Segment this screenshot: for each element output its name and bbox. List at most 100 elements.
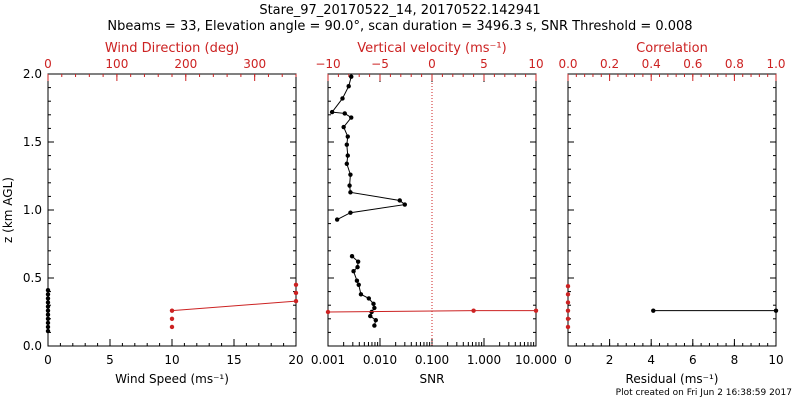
correlation-point <box>565 308 571 313</box>
x-axis-label-top: Vertical velocity (ms⁻¹) <box>357 41 506 56</box>
snr-point <box>345 153 350 158</box>
top-tick-label: 0.8 <box>725 57 744 71</box>
panel-residual-correlation: 0 2 4 6 8 10 Residual (ms⁻¹) 0.0 0.2 0.4 0.6 0.8 1.0… <box>558 41 785 386</box>
wind-direction-line <box>171 300 297 312</box>
snr-point <box>349 115 354 120</box>
x-tick-label: 10.000 <box>515 353 557 367</box>
snr-point <box>397 198 402 203</box>
wind-speed-point <box>45 292 51 297</box>
top-tick-label: 0.2 <box>600 57 619 71</box>
y-axis-label: z (km AGL) <box>1 177 15 243</box>
correlation-point <box>565 283 571 289</box>
x-tick-label: 4 <box>647 353 655 367</box>
top-tick-label: 100 <box>105 57 128 71</box>
wind-speed-point <box>45 300 51 305</box>
correlation-point <box>565 300 571 305</box>
x-tick-label: 0 <box>44 353 52 367</box>
snr-lower--point <box>355 259 361 264</box>
x-tick-label: 0.001 <box>311 353 345 367</box>
residual-point <box>773 308 779 313</box>
correlation-point <box>565 324 571 330</box>
right-plot-frame <box>567 73 777 347</box>
snr-point <box>349 74 354 79</box>
y-tick-label: 0.0 <box>23 339 42 353</box>
x-tick-label: 2 <box>606 353 614 367</box>
snr-point <box>342 111 347 116</box>
snr-lower--point <box>368 313 373 319</box>
x-axis-label-bottom: Wind Speed (ms⁻¹) <box>115 372 229 386</box>
x-axis-label-bottom: SNR <box>420 372 445 386</box>
snr-lower--point <box>354 278 360 283</box>
panel-wind: 0.0 0.5 1.0 1.5 2.0 z (km AGL) 0 5 10 15 20 Wind Sp… <box>1 41 304 386</box>
snr-lower--point <box>372 323 377 328</box>
wind-direction-edge--point <box>293 290 299 296</box>
snr-point <box>344 161 350 166</box>
top-tick-label: 0 <box>44 57 52 71</box>
snr-point <box>347 183 352 188</box>
x-tick-label: 20 <box>288 353 303 367</box>
x-tick-label: 0 <box>564 353 572 367</box>
x-tick-label: 10 <box>768 353 783 367</box>
wind-speed-point <box>45 308 51 313</box>
snr-point <box>346 84 351 89</box>
y-tick-label: 0.5 <box>23 271 42 285</box>
snr-lower--point <box>349 254 355 259</box>
snr-point <box>329 109 335 115</box>
wind-speed-point <box>45 316 51 321</box>
vertical-velocity-point <box>325 309 331 315</box>
snr-point <box>402 202 408 207</box>
snr-point <box>344 142 350 147</box>
x-axis-label-top: Correlation <box>636 41 708 56</box>
x-tick-label: 5 <box>106 353 114 367</box>
snr-point <box>341 124 346 130</box>
top-tick-label: 10 <box>528 57 543 71</box>
x-tick-label: 1.000 <box>467 353 501 367</box>
wind-speed-point <box>45 296 51 301</box>
x-tick-label: 0.100 <box>415 353 449 367</box>
correlation-point <box>565 292 571 297</box>
vertical-velocity-point <box>533 308 539 313</box>
snr-lower--point <box>355 264 360 270</box>
snr-lower--point <box>358 292 364 297</box>
wind-direction-point <box>293 298 299 304</box>
top-tick-label: −10 <box>315 57 340 71</box>
wind-speed-point <box>45 288 51 293</box>
snr-point <box>345 134 350 139</box>
top-tick-label: −5 <box>371 57 389 71</box>
correlation-point <box>565 316 571 321</box>
wind-direction-point <box>169 308 175 313</box>
snr-point <box>334 217 340 222</box>
snr-lower--point <box>366 296 372 301</box>
wind-speed-point <box>45 328 51 334</box>
snr-lower--point <box>373 317 378 323</box>
snr-lower--point <box>371 301 376 307</box>
top-tick-label: 0.4 <box>642 57 661 71</box>
residual-point <box>651 308 656 313</box>
snr-point <box>348 210 353 215</box>
y-tick-label: 2.0 <box>23 67 42 81</box>
snr-lower--point <box>351 269 356 274</box>
x-tick-label: 0.010 <box>363 353 397 367</box>
wind-speed-point <box>45 320 51 326</box>
wind-speed-point <box>45 304 51 309</box>
top-tick-label: 1.0 <box>766 57 785 71</box>
x-tick-label: 15 <box>226 353 241 367</box>
x-axis-label-top: Wind Direction (deg) <box>105 41 239 56</box>
panel-snr-velocity: 0.001 0.010 0.100 1.000 10.000 SNR −10 −5 0 5 10 Ve… <box>311 41 557 386</box>
snr-lower--point <box>356 282 361 287</box>
top-tick-label: 0.0 <box>558 57 577 71</box>
wind-direction-edge--point <box>293 282 299 287</box>
top-tick-label: 5 <box>480 57 488 71</box>
x-tick-label: 6 <box>689 353 697 367</box>
wind-speed-point <box>45 324 51 330</box>
chart-title-line-1: Stare_97_20170522_14, 20170522.142941 <box>259 3 541 18</box>
snr-point <box>348 172 353 177</box>
y-tick-label: 1.5 <box>23 135 42 149</box>
plot-created-footer: Plot created on Fri Jun 2 16:38:59 2017 <box>615 388 792 398</box>
y-tick-label: 1.0 <box>23 203 42 217</box>
wind-speed-derived--point <box>169 316 175 321</box>
left-plot-frame <box>47 73 297 347</box>
wind-speed-point <box>45 312 51 317</box>
snr-point <box>340 96 345 101</box>
